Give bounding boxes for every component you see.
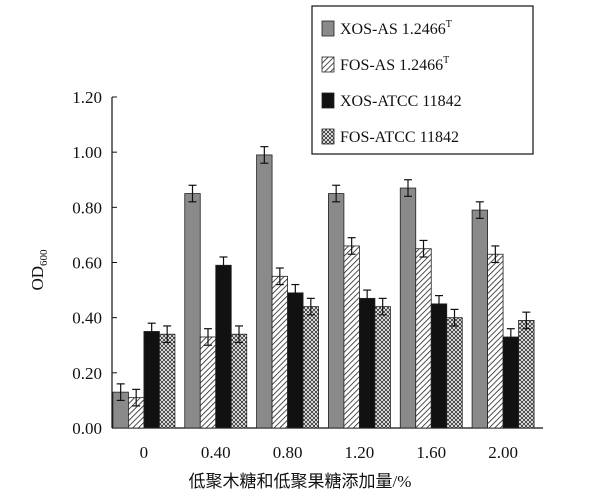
bar <box>518 320 535 429</box>
legend-swatch <box>321 92 335 109</box>
y-tick-label: 1.20 <box>72 88 102 107</box>
legend-label: FOS-ATCC 11842 <box>340 129 459 146</box>
y-tick-label: 0.40 <box>72 309 102 328</box>
legend-box <box>311 5 534 155</box>
x-tick-label: 0.40 <box>201 443 231 462</box>
bar <box>471 209 488 429</box>
legend-label: FOS-AS 1.2466T <box>340 55 449 74</box>
bar <box>215 264 232 429</box>
y-tick-label: 0.80 <box>72 198 102 217</box>
y-tick-label: 1.00 <box>72 143 102 162</box>
y-axis-title-main: OD <box>28 266 47 291</box>
x-axis-title: 低聚木糖和低聚果糖添加量/% <box>189 472 412 491</box>
bar <box>143 331 160 429</box>
x-tick-label: 2.00 <box>488 443 518 462</box>
y-axis-title: OD600 <box>28 249 50 291</box>
bar <box>399 187 417 429</box>
bar <box>415 248 432 429</box>
y-axis-title-subscript: 600 <box>38 249 50 266</box>
legend-swatch <box>321 128 335 145</box>
legend-label-superscript: T <box>446 19 452 30</box>
y-tick-label: 0.00 <box>72 419 102 438</box>
legend-label-superscript: T <box>443 55 449 66</box>
bar <box>271 275 288 429</box>
bar <box>430 303 448 429</box>
legend-swatch <box>321 20 335 37</box>
legend-label: XOS-ATCC 11842 <box>340 93 462 110</box>
x-tick-label: 1.20 <box>345 443 375 462</box>
y-tick-label: 0.60 <box>72 254 102 273</box>
x-tick-label: 1.60 <box>416 443 446 462</box>
bar <box>343 245 360 429</box>
plot-area: 0.00 0.20 0.40 0.60 0.80 1.00 1.20 0 0.40 0.80 1.2… <box>72 5 543 462</box>
bar <box>230 333 248 429</box>
bar <box>359 297 376 429</box>
x-tick-label: 0 <box>140 443 149 462</box>
y-tick-label: 0.20 <box>72 364 102 383</box>
bar <box>374 306 391 429</box>
bar <box>184 193 201 429</box>
bar <box>328 193 345 429</box>
bar <box>199 336 217 429</box>
bar <box>502 336 519 429</box>
bar <box>302 306 319 429</box>
bar <box>256 154 273 429</box>
bar <box>287 292 304 429</box>
bar <box>487 253 504 429</box>
x-tick-label: 0.80 <box>273 443 303 462</box>
legend-label: XOS-AS 1.2466T <box>340 19 452 38</box>
legend-swatch <box>321 56 335 73</box>
bar <box>159 333 176 429</box>
bar <box>446 317 463 429</box>
